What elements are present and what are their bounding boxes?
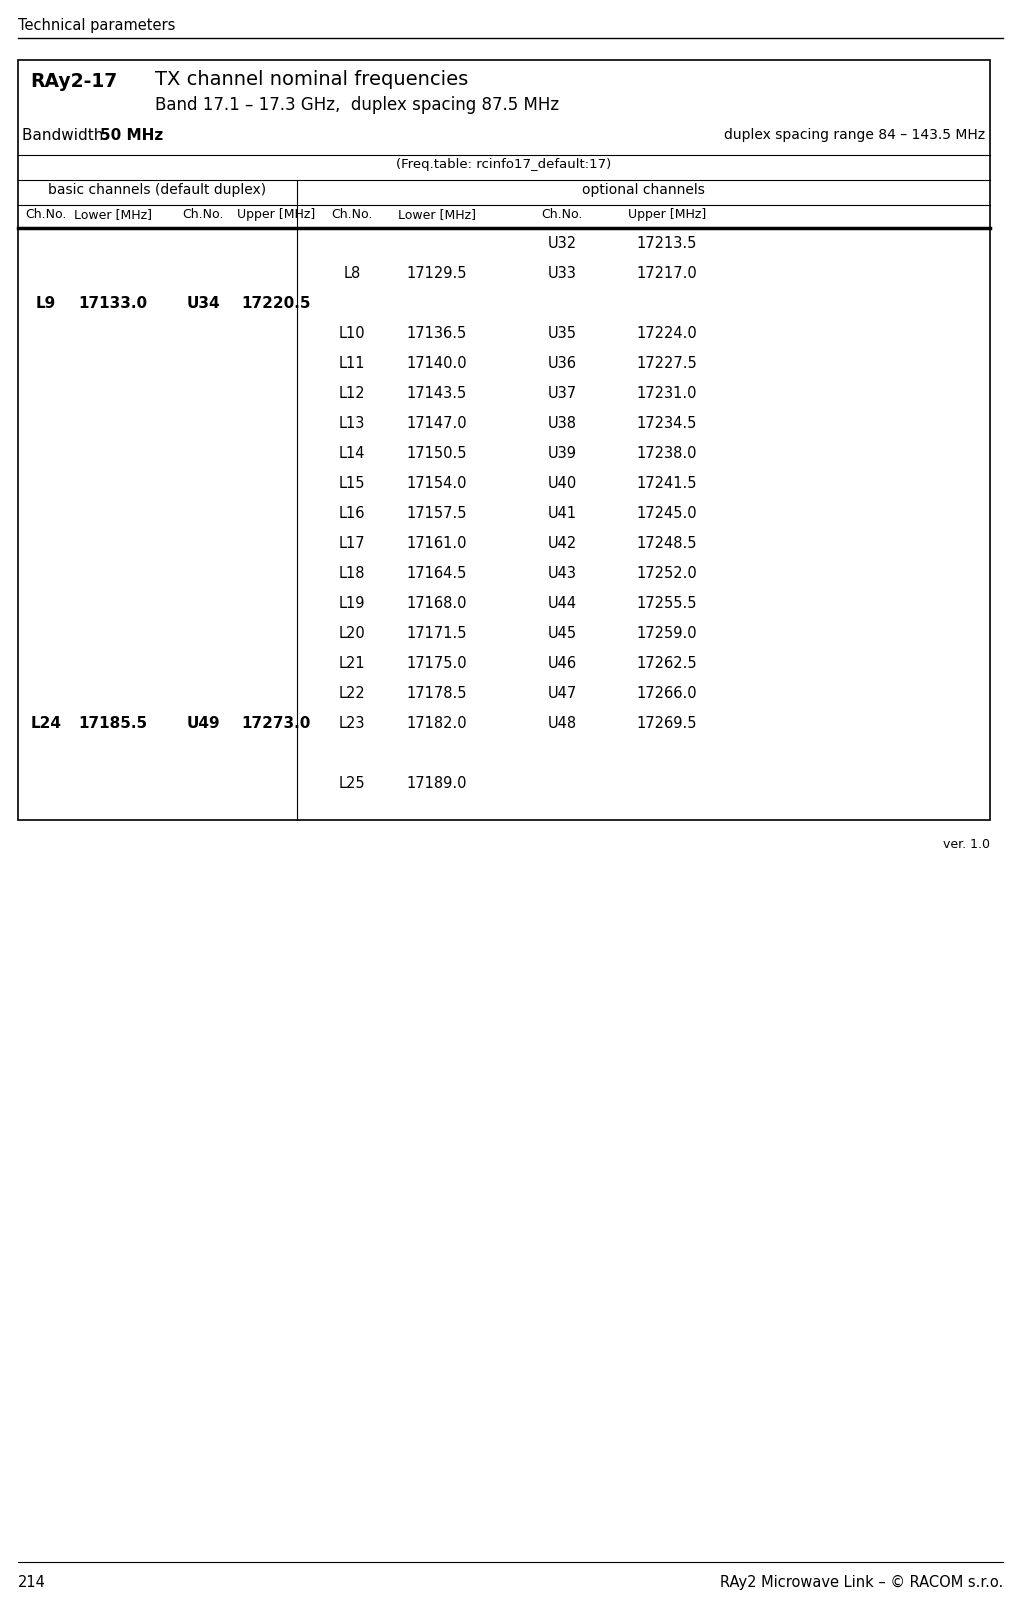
- Text: 17269.5: 17269.5: [637, 715, 697, 731]
- Text: L17: L17: [339, 536, 366, 550]
- Text: 17224.0: 17224.0: [637, 326, 697, 341]
- Text: 17245.0: 17245.0: [637, 505, 697, 521]
- Text: 50 MHz: 50 MHz: [100, 128, 163, 142]
- Text: Bandwidth:: Bandwidth:: [22, 128, 118, 142]
- Text: 17157.5: 17157.5: [406, 505, 468, 521]
- Text: U35: U35: [547, 326, 577, 341]
- Text: 17150.5: 17150.5: [406, 446, 468, 461]
- Text: RAy2 Microwave Link – © RACOM s.r.o.: RAy2 Microwave Link – © RACOM s.r.o.: [720, 1575, 1003, 1589]
- Text: L15: L15: [339, 475, 366, 491]
- Text: 17164.5: 17164.5: [406, 566, 468, 580]
- Text: 17136.5: 17136.5: [407, 326, 468, 341]
- Text: L18: L18: [339, 566, 366, 580]
- Text: 17154.0: 17154.0: [406, 475, 468, 491]
- Text: L12: L12: [339, 385, 366, 400]
- Text: L8: L8: [343, 265, 360, 280]
- Text: 17241.5: 17241.5: [637, 475, 697, 491]
- Text: 17168.0: 17168.0: [406, 595, 468, 611]
- Text: L20: L20: [339, 625, 366, 641]
- Text: 214: 214: [18, 1575, 46, 1589]
- Text: L9: L9: [36, 296, 56, 310]
- Text: 17147.0: 17147.0: [406, 416, 468, 430]
- Text: basic channels (default duplex): basic channels (default duplex): [48, 182, 266, 197]
- Text: U44: U44: [547, 595, 577, 611]
- Text: U43: U43: [547, 566, 577, 580]
- Text: L11: L11: [339, 355, 366, 371]
- Text: U37: U37: [547, 385, 577, 400]
- Text: L14: L14: [339, 446, 366, 461]
- Text: Ch.No.: Ch.No.: [183, 208, 224, 221]
- Text: U39: U39: [547, 446, 577, 461]
- Text: 17266.0: 17266.0: [637, 686, 697, 700]
- Text: Lower [MHz]: Lower [MHz]: [74, 208, 152, 221]
- Text: 17252.0: 17252.0: [637, 566, 697, 580]
- Text: 17175.0: 17175.0: [406, 656, 468, 670]
- Text: L19: L19: [339, 595, 366, 611]
- Text: Technical parameters: Technical parameters: [18, 18, 176, 34]
- Text: 17143.5: 17143.5: [407, 385, 468, 400]
- Text: Ch.No.: Ch.No.: [541, 208, 583, 221]
- Text: 17185.5: 17185.5: [79, 715, 148, 731]
- Text: L23: L23: [339, 715, 366, 731]
- Text: 17262.5: 17262.5: [637, 656, 697, 670]
- Text: 17213.5: 17213.5: [637, 235, 697, 251]
- Text: 17171.5: 17171.5: [406, 625, 468, 641]
- Text: U34: U34: [186, 296, 220, 310]
- Text: L16: L16: [339, 505, 366, 521]
- Text: 17182.0: 17182.0: [406, 715, 468, 731]
- Text: 17273.0: 17273.0: [241, 715, 310, 731]
- Text: L21: L21: [339, 656, 366, 670]
- Text: U40: U40: [547, 475, 577, 491]
- Text: Upper [MHz]: Upper [MHz]: [628, 208, 707, 221]
- Text: U32: U32: [547, 235, 577, 251]
- Text: Ch.No.: Ch.No.: [331, 208, 373, 221]
- Text: 17189.0: 17189.0: [406, 776, 468, 790]
- Text: Ch.No.: Ch.No.: [26, 208, 66, 221]
- Text: L24: L24: [31, 715, 61, 731]
- Text: 17227.5: 17227.5: [637, 355, 697, 371]
- Text: L25: L25: [339, 776, 366, 790]
- Text: Lower [MHz]: Lower [MHz]: [398, 208, 476, 221]
- Text: Band 17.1 – 17.3 GHz,  duplex spacing 87.5 MHz: Band 17.1 – 17.3 GHz, duplex spacing 87.…: [155, 96, 560, 114]
- Text: 17238.0: 17238.0: [637, 446, 697, 461]
- Text: L22: L22: [339, 686, 366, 700]
- Text: optional channels: optional channels: [582, 182, 704, 197]
- Text: TX channel nominal frequencies: TX channel nominal frequencies: [155, 70, 469, 90]
- Text: U47: U47: [547, 686, 577, 700]
- Text: U42: U42: [547, 536, 577, 550]
- Text: U36: U36: [547, 355, 577, 371]
- Text: (Freq.table: rcinfo17_default:17): (Freq.table: rcinfo17_default:17): [396, 158, 612, 171]
- Text: 17255.5: 17255.5: [637, 595, 697, 611]
- Text: L13: L13: [339, 416, 366, 430]
- Text: 17133.0: 17133.0: [79, 296, 148, 310]
- Text: 17231.0: 17231.0: [637, 385, 697, 400]
- Text: U45: U45: [547, 625, 577, 641]
- Text: U41: U41: [547, 505, 577, 521]
- Text: 17220.5: 17220.5: [241, 296, 310, 310]
- Text: U48: U48: [547, 715, 577, 731]
- Text: 17161.0: 17161.0: [406, 536, 468, 550]
- Bar: [18, 61, 990, 820]
- Text: duplex spacing range 84 – 143.5 MHz: duplex spacing range 84 – 143.5 MHz: [724, 128, 985, 142]
- Text: U49: U49: [186, 715, 220, 731]
- Text: 17129.5: 17129.5: [406, 265, 468, 280]
- Text: 17234.5: 17234.5: [637, 416, 697, 430]
- Text: 17248.5: 17248.5: [637, 536, 697, 550]
- Text: 17140.0: 17140.0: [406, 355, 468, 371]
- Text: Upper [MHz]: Upper [MHz]: [237, 208, 315, 221]
- Text: 17217.0: 17217.0: [637, 265, 697, 280]
- Text: 17259.0: 17259.0: [637, 625, 697, 641]
- Text: U33: U33: [547, 265, 577, 280]
- Text: 17178.5: 17178.5: [406, 686, 468, 700]
- Text: U46: U46: [547, 656, 577, 670]
- Text: RAy2-17: RAy2-17: [30, 72, 117, 91]
- Text: ver. 1.0: ver. 1.0: [943, 838, 990, 851]
- Text: U38: U38: [547, 416, 577, 430]
- Text: L10: L10: [339, 326, 366, 341]
